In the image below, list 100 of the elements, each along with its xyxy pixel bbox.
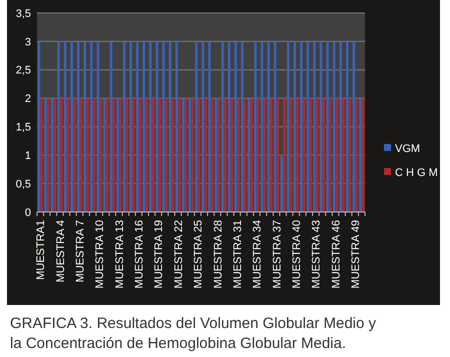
bar [332,41,336,212]
bar [283,98,286,212]
bar [342,98,345,212]
bar [40,98,43,212]
bar [260,41,264,212]
bar [320,41,322,212]
bar [86,98,89,212]
bar [145,98,148,212]
bar [60,98,63,212]
bar [184,98,188,212]
bar [110,41,112,212]
bar [38,41,40,212]
bar [50,98,54,212]
y-tick-label: 1 [24,150,31,162]
bar [208,41,211,212]
bar [188,98,192,212]
bar [316,98,318,212]
bar [92,98,96,212]
y-tick-label: 0 [24,206,31,219]
bar [339,41,342,212]
bar [348,98,352,212]
bar [228,41,230,212]
x-tick-label: MUESTRA 43 [310,220,323,288]
bar [54,98,56,212]
x-tick-label: MUESTRA 7 [74,220,86,282]
bar [172,98,174,212]
x-tick-label: MUESTRA 4 [54,220,67,282]
bar [175,41,178,212]
bar [182,98,184,212]
bar [90,41,93,212]
bar [326,41,329,212]
x-tick-label: MUESTRA 10 [94,220,106,288]
bar [138,98,142,212]
bar [234,41,237,212]
bar [254,41,257,212]
bar [99,98,102,212]
bar [122,41,126,212]
bar [290,98,292,212]
bar [286,41,290,212]
bar [44,98,47,212]
bar [46,98,50,212]
bar [84,41,86,212]
bar [221,41,224,212]
bar [165,98,168,212]
bar [198,98,200,212]
bar [280,155,283,212]
bar [274,41,276,212]
y-tick-label: 2,5 [16,64,31,77]
bar [359,98,362,212]
bar [112,98,116,212]
bar [142,41,146,212]
bar [250,98,253,212]
bar [178,98,181,212]
y-tick-label: 3,5 [16,8,31,20]
bar [263,98,266,212]
bar [256,98,260,212]
x-tick-label: MUESTRA 37 [271,220,284,288]
x-tick-label: MUESTRA 28 [212,220,224,288]
bar [294,41,296,212]
x-tick-label: MUESTRA 40 [290,220,303,288]
bar [241,41,244,212]
bar [224,98,227,212]
bar [237,98,240,212]
x-tick-label: MUESTRA 16 [134,220,146,288]
bar [70,41,73,212]
bar [168,41,172,212]
bar [322,98,325,212]
bar [80,98,82,212]
bar [300,41,303,212]
bar [244,98,246,212]
bar [149,41,152,212]
bar [355,98,358,212]
bar [346,41,348,212]
bar [162,41,165,212]
y-tick-label: 2 [24,93,31,106]
bar [230,98,234,212]
bar [248,98,250,212]
x-tick-label: MUESTRA 13 [114,220,126,288]
bar [158,98,161,212]
x-tick-label: MUESTRA 49 [350,220,362,288]
x-tick-label: MUESTRA1 [35,220,48,280]
bar [195,41,198,212]
bar [306,41,310,212]
x-tick-label: MUESTRA 25 [192,220,205,288]
bar [130,41,132,212]
bar [204,98,207,212]
text: GRAFICA 3. Resultados del Volumen Globular Medio y la Concentración de Hemoglobina Globular Media. [10,315,377,352]
bar [66,98,70,212]
bar [156,41,158,212]
bar [96,41,100,212]
x-tick-label: MUESTRA 19 [153,220,166,288]
legend-label: C H G M [395,166,438,179]
bar [152,98,154,212]
bar [362,98,364,212]
bar [119,98,122,212]
bar [270,98,272,212]
bar [57,41,60,212]
legend-label: VGM [395,142,420,155]
bar [191,98,194,212]
bar [276,98,280,212]
